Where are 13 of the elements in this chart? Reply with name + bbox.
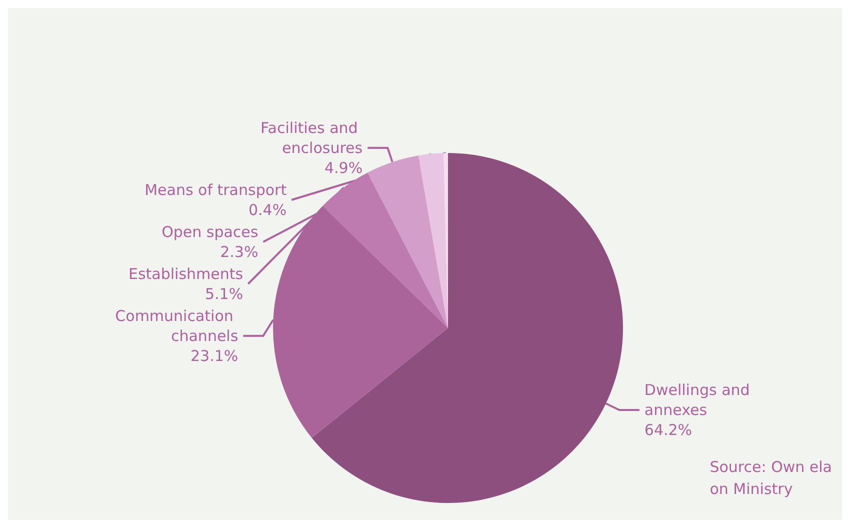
slice-label: Open spaces <box>162 222 258 241</box>
data-label: 2.3% <box>220 242 258 261</box>
data-label: 5.1% <box>204 284 244 303</box>
data-label: 0.4% <box>248 200 287 219</box>
source-note: Source: Own ela on Ministry <box>710 458 832 498</box>
slice-label: Facilities and enclosures <box>260 118 363 157</box>
slice-label: Communication channels <box>115 306 238 345</box>
data-label: 64.2% <box>644 420 692 439</box>
slice-label: Establishments <box>128 264 244 283</box>
slice-label: Means of transport <box>144 180 287 199</box>
data-label: 23.1% <box>190 346 238 365</box>
data-label: 4.9% <box>324 158 363 177</box>
slice-label: Dwellings and annexes <box>644 380 755 419</box>
